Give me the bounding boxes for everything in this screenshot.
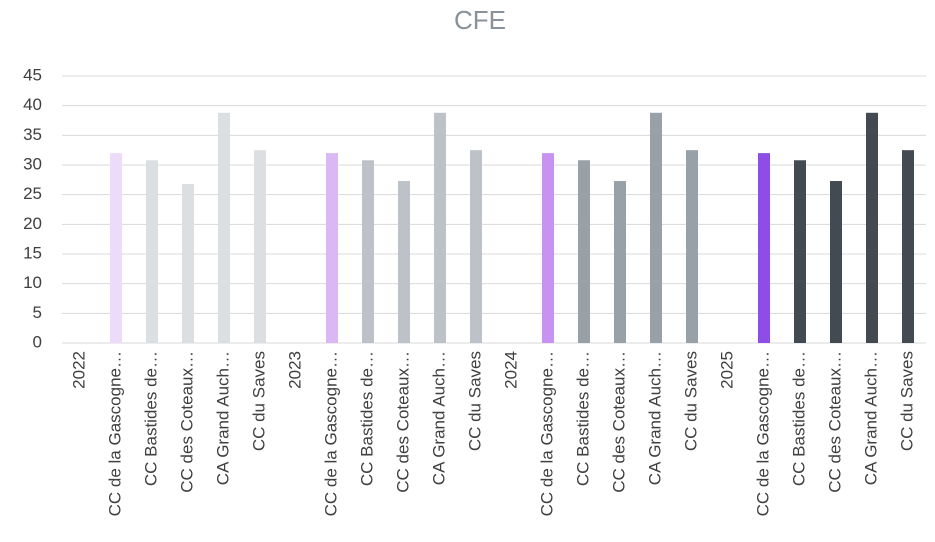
bar xyxy=(758,153,770,343)
bar xyxy=(326,153,338,343)
x-tick-label: 2023 xyxy=(285,351,304,389)
x-tick-label: CC de la Gascogne… xyxy=(537,351,556,516)
x-tick-label: CC Bastides de… xyxy=(357,351,376,486)
bar xyxy=(866,112,878,343)
bar xyxy=(686,150,698,343)
x-tick-label: CC Bastides de… xyxy=(141,351,160,486)
bar xyxy=(110,153,122,343)
y-tick-label: 35 xyxy=(23,125,42,144)
x-tick-label: CC du Saves xyxy=(465,351,484,451)
x-tick-label: CC du Saves xyxy=(249,351,268,451)
bar xyxy=(362,160,374,343)
bar xyxy=(434,112,446,343)
x-tick-label: CA Grand Auch… xyxy=(645,351,664,485)
bar xyxy=(542,153,554,343)
x-tick-label: CC de la Gascogne… xyxy=(105,351,124,516)
y-tick-label: 10 xyxy=(23,273,42,292)
y-tick-label: 25 xyxy=(23,184,42,203)
bar xyxy=(902,150,914,343)
x-tick-label: CC Bastides de… xyxy=(789,351,808,486)
x-tick-label: 2022 xyxy=(69,351,88,389)
x-tick-label: CC du Saves xyxy=(681,351,700,451)
x-tick-label: 2025 xyxy=(717,351,736,389)
bar xyxy=(218,112,230,343)
y-tick-label: 30 xyxy=(23,154,42,173)
x-tick-label: CC des Coteaux… xyxy=(825,351,844,493)
x-tick-label: CC de la Gascogne… xyxy=(753,351,772,516)
bar xyxy=(470,150,482,343)
bar xyxy=(830,181,842,343)
x-tick-label: CA Grand Auch… xyxy=(213,351,232,485)
y-tick-label: 15 xyxy=(23,243,42,262)
y-tick-label: 20 xyxy=(23,214,42,233)
x-tick-label: CC Bastides de… xyxy=(573,351,592,486)
x-tick-label: 2024 xyxy=(501,351,520,389)
y-tick-label: 5 xyxy=(33,303,42,322)
bar xyxy=(794,160,806,343)
x-tick-label: CC du Saves xyxy=(897,351,916,451)
chart-title: CFE xyxy=(454,5,506,35)
y-tick-label: 45 xyxy=(23,65,42,84)
bar xyxy=(254,150,266,343)
bar xyxy=(146,160,158,343)
x-tick-label: CC de la Gascogne… xyxy=(321,351,340,516)
x-tick-label: CC des Coteaux… xyxy=(393,351,412,493)
x-tick-label: CA Grand Auch… xyxy=(429,351,448,485)
y-tick-label: 40 xyxy=(23,95,42,114)
bar xyxy=(182,183,194,343)
x-tick-label: CA Grand Auch… xyxy=(861,351,880,485)
bar xyxy=(650,112,662,343)
bar xyxy=(398,181,410,343)
bar xyxy=(614,181,626,343)
y-tick-label: 0 xyxy=(33,332,42,351)
x-tick-label: CC des Coteaux… xyxy=(177,351,196,493)
x-tick-label: CC des Coteaux… xyxy=(609,351,628,493)
bar xyxy=(578,160,590,343)
